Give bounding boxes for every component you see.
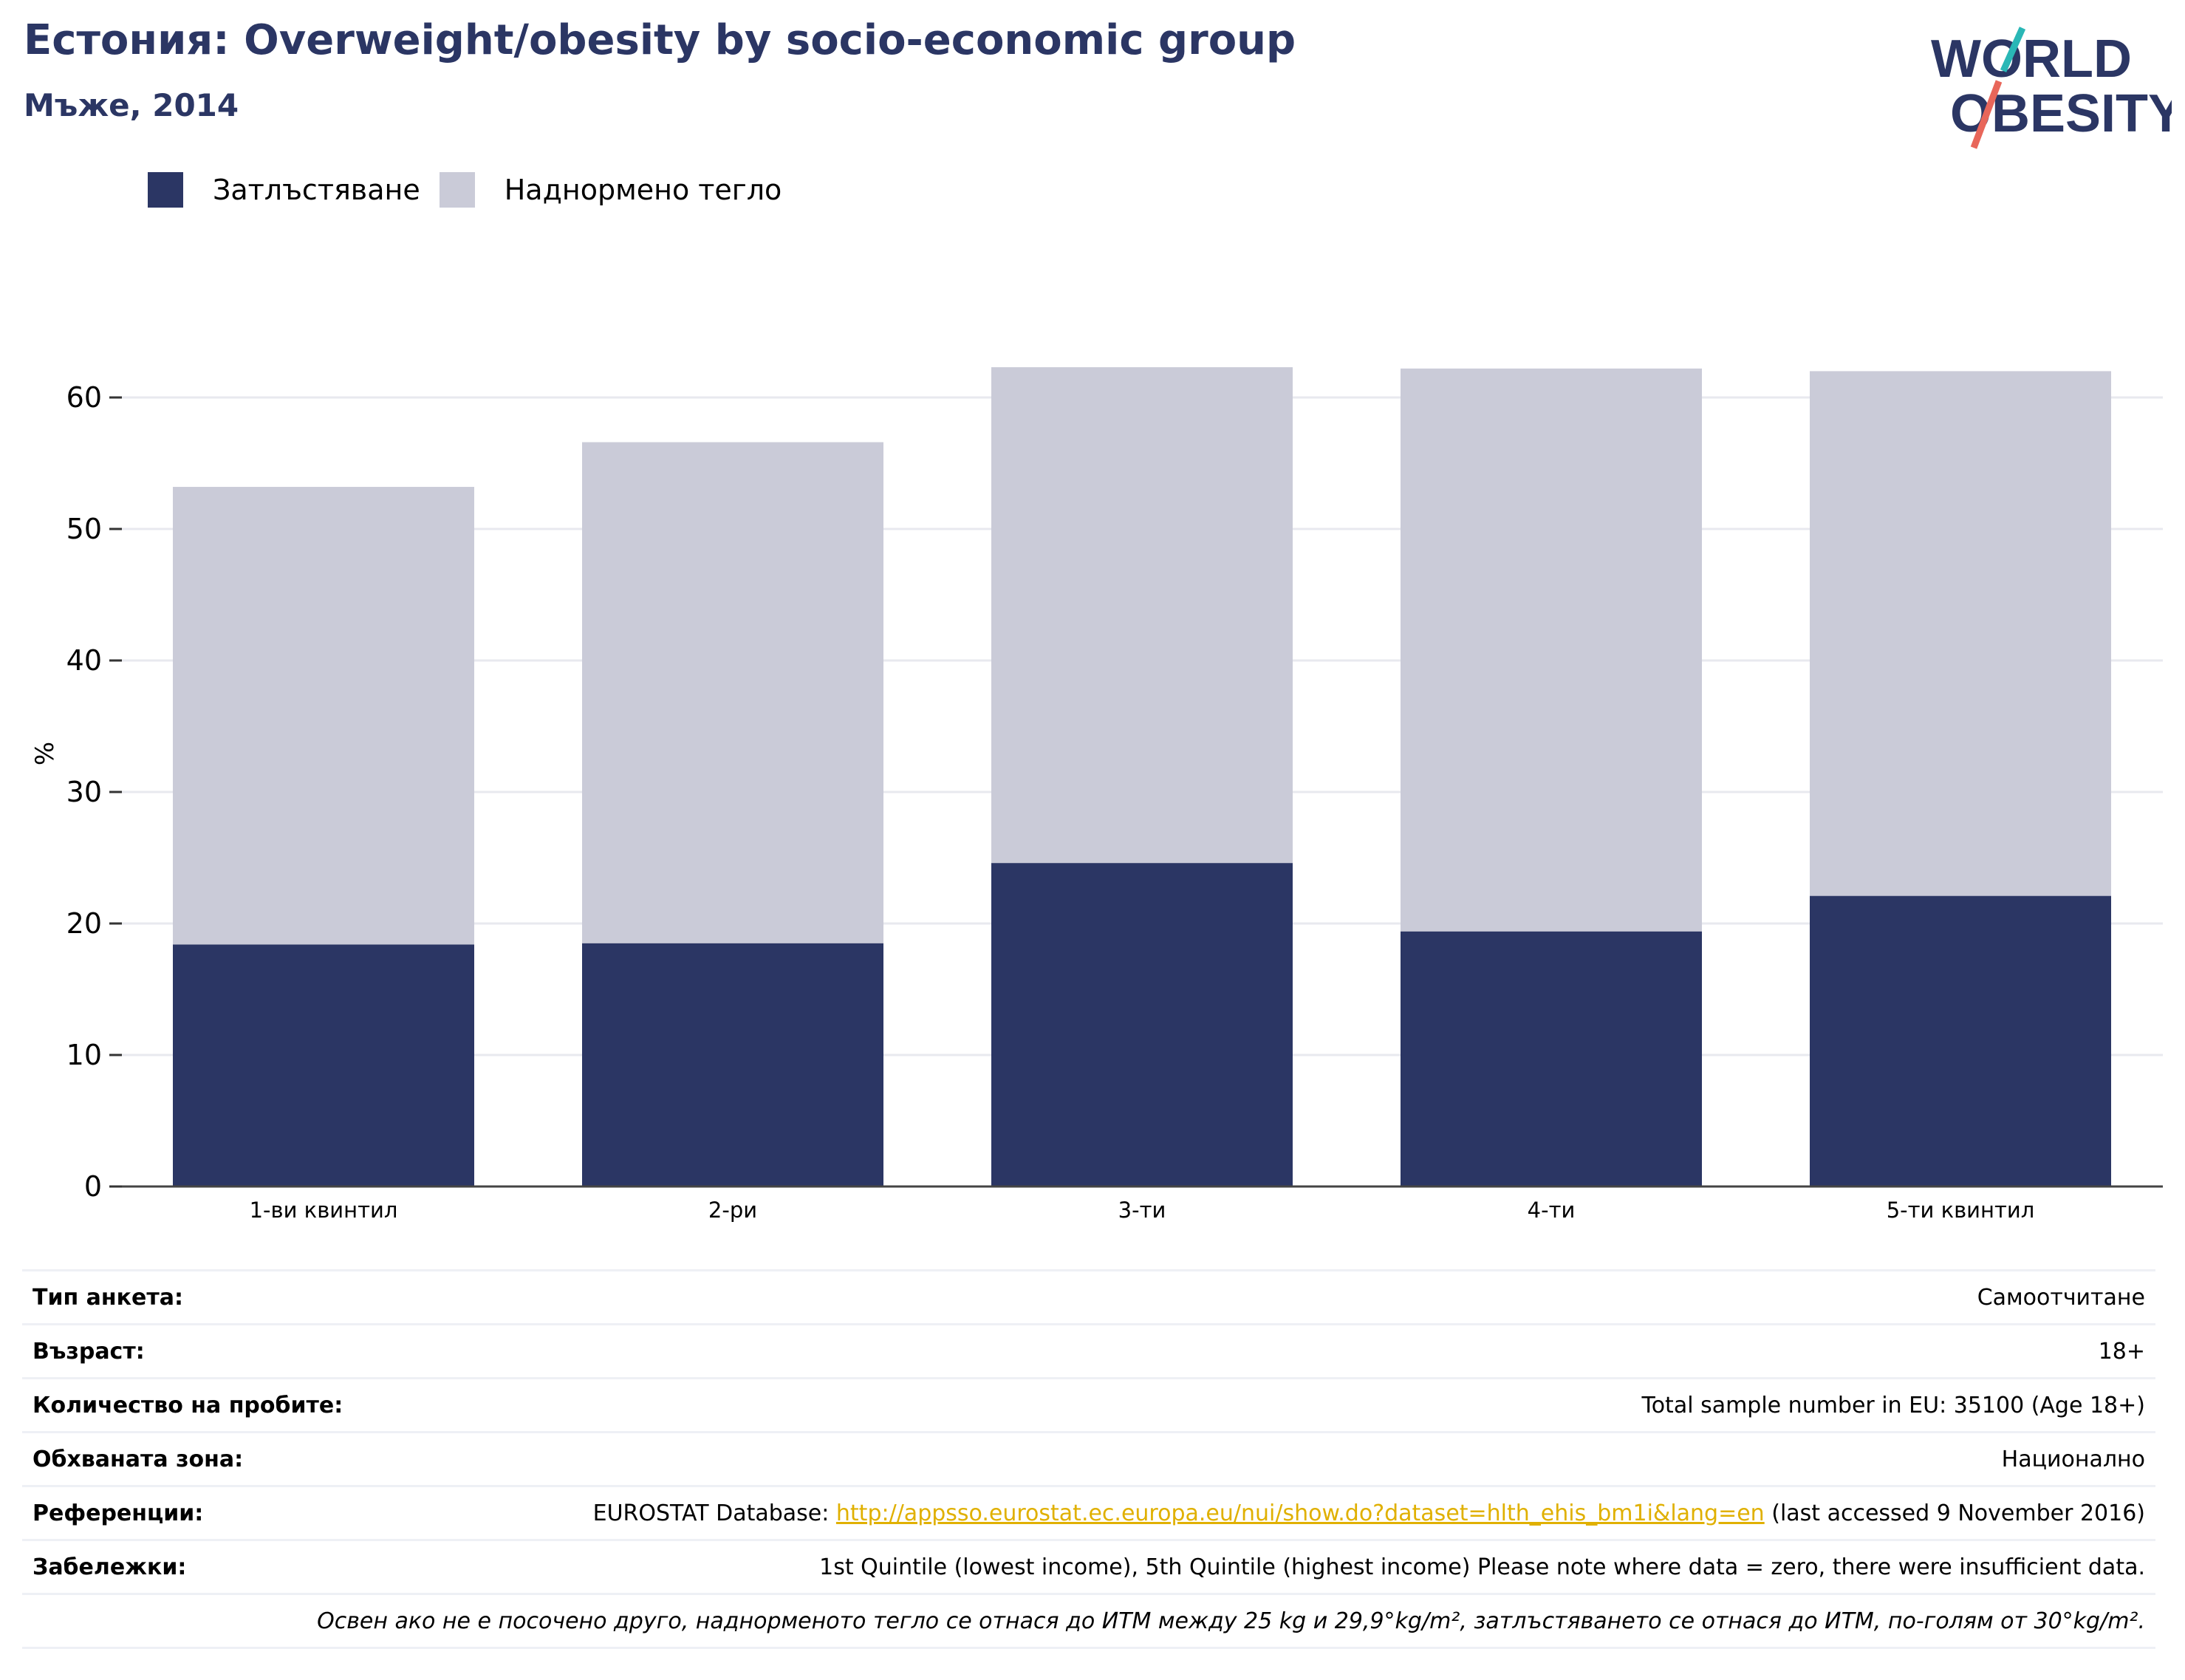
y-axis-label: % <box>30 742 60 765</box>
bar-overweight <box>582 442 883 943</box>
logo-slash-red <box>1970 80 2003 149</box>
bar-obesity <box>1810 895 2111 1186</box>
info-label: Възраст: <box>22 1323 457 1379</box>
legend-swatch-obesity <box>148 172 183 208</box>
x-tick-label: 2-ри <box>708 1198 757 1223</box>
y-tick-label: 30 <box>66 776 102 808</box>
logo-line-world: WORLD <box>1931 30 2132 89</box>
legend-swatch-overweight <box>439 172 475 208</box>
y-tick-label: 0 <box>84 1170 102 1203</box>
y-tick-label: 40 <box>66 644 102 677</box>
info-value: Национално <box>457 1431 2155 1486</box>
info-row-footnote: Освен ако не е посочено друго, наднормен… <box>22 1593 2155 1649</box>
info-label: Забележки: <box>22 1539 457 1594</box>
legend-item-obesity[interactable]: Затлъстяване <box>148 172 420 208</box>
info-label: Референции: <box>22 1485 457 1540</box>
bar-overweight <box>173 487 474 945</box>
bar-obesity <box>582 943 883 1186</box>
info-row-references: Референции: EUROSTAT Database: http://ap… <box>22 1485 2155 1540</box>
chart-subtitle: Мъже, 2014 <box>24 87 239 123</box>
info-table: Тип анкета: Самоотчитане Възраст: 18+ Ко… <box>22 1269 2155 1649</box>
logo-slash-teal <box>2000 27 2026 72</box>
bar-obesity <box>173 944 474 1186</box>
reference-suffix: (last accessed 9 November 2016) <box>1764 1500 2145 1526</box>
legend-item-overweight[interactable]: Наднормено тегло <box>439 172 782 208</box>
info-label: Тип анкета: <box>22 1269 457 1325</box>
info-row-sample: Количество на пробите: Total sample numb… <box>22 1377 2155 1433</box>
bar-overweight <box>1401 368 1702 932</box>
info-row-notes: Забележки: 1st Quintile (lowest income),… <box>22 1539 2155 1594</box>
info-value: Самоотчитане <box>457 1269 2155 1325</box>
info-row-area: Обхваната зона: Национално <box>22 1431 2155 1486</box>
y-tick-label: 50 <box>66 513 102 545</box>
info-label: Количество на пробите: <box>22 1377 457 1433</box>
info-row-age: Възраст: 18+ <box>22 1323 2155 1379</box>
footnote: Освен ако не е посочено друго, наднормен… <box>22 1593 2155 1649</box>
world-obesity-logo: WORLD OBESITY <box>1931 27 2172 149</box>
reference-prefix: EUROSTAT Database: <box>592 1500 836 1526</box>
info-value: 18+ <box>457 1323 2155 1379</box>
bar-obesity <box>1401 931 1702 1186</box>
y-tick-label: 20 <box>66 907 102 940</box>
stacked-bar-chart: 0 10 20 30 40 50 60 1-ви квинтил 2-ри 3-ти 4-ти 5-т… <box>30 367 2163 1223</box>
chart-title: Естония: Overweight/obesity by socio-eco… <box>24 16 1296 64</box>
bar-overweight <box>991 367 1293 864</box>
reference-link[interactable]: http://appsso.eurostat.ec.europa.eu/nui/… <box>835 1500 1765 1526</box>
x-tick-label: 4-ти <box>1528 1198 1576 1223</box>
info-value: Total sample number in EU: 35100 (Age 18… <box>457 1377 2155 1433</box>
legend-label-overweight: Наднормено тегло <box>504 174 782 206</box>
x-tick-label: 3-ти <box>1118 1198 1166 1223</box>
info-row-survey-type: Тип анкета: Самоотчитане <box>22 1269 2155 1325</box>
info-value: 1st Quintile (lowest income), 5th Quinti… <box>457 1539 2155 1594</box>
legend-label-obesity: Затлъстяване <box>213 174 420 206</box>
x-tick-label: 1-ви квинтил <box>250 1198 398 1223</box>
x-tick-label: 5-ти квинтил <box>1887 1198 2035 1223</box>
bar-obesity <box>991 863 1293 1186</box>
info-value: EUROSTAT Database: http://appsso.eurosta… <box>457 1485 2155 1540</box>
y-tick-label: 60 <box>66 381 102 414</box>
axis-layer: 0 10 20 30 40 50 60 1-ви квинтил 2-ри 3-ти 4-ти 5-т… <box>66 381 2163 1223</box>
chart-legend: Затлъстяване Наднормено тегло <box>148 171 801 208</box>
bar-overweight <box>1810 371 2111 896</box>
y-tick-label: 10 <box>66 1039 102 1071</box>
bars-layer <box>173 367 2111 1186</box>
info-label: Обхваната зона: <box>22 1431 457 1486</box>
